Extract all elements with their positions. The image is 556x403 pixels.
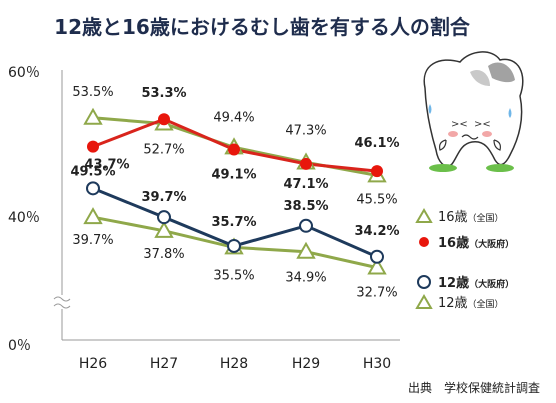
y-tick-label: 40％ [8,210,40,226]
data-point [228,143,240,156]
data-point [154,220,174,238]
chart-title: 12歳と16歳におけるむし歯を有する人の割合 [54,15,471,39]
legend: 16歳（全国） 16歳（大阪府） 12歳（大阪府） 12歳（全国） [415,208,514,311]
svg-text:16歳（大阪府）: 16歳（大阪府） [438,235,514,251]
svg-text:12歳（全国）: 12歳（全国） [438,296,504,311]
data-point [83,207,103,225]
data-label: 38.5% [283,199,328,214]
data-label: 39.7% [72,233,113,248]
svg-text:16歳（全国）: 16歳（全国） [438,210,504,225]
axis-break-icon [53,295,71,309]
data-point [227,238,241,253]
data-label: 49.5% [70,165,115,180]
x-tick-label: H28 [220,356,248,372]
legend-item: 12歳（大阪府） [417,275,514,291]
data-label: 46.1% [354,136,399,151]
data-label: 47.1% [283,177,328,192]
data-point [158,113,170,126]
data-label: 39.7% [141,190,186,205]
data-label: 32.7% [356,286,397,301]
data-point [367,257,387,275]
triangle-marker-icon [415,294,433,309]
data-label: 53.5% [72,85,113,100]
tooth-mascot-icon: >< >< [423,51,524,172]
x-tick-label: H26 [79,356,107,372]
data-label: 35.5% [213,268,254,283]
svg-text:><: >< [474,119,491,130]
data-label: 37.8% [143,247,184,262]
svg-text:12歳（大阪府）: 12歳（大阪府） [438,275,514,291]
data-label: 52.7% [143,143,184,158]
data-point [157,210,171,225]
data-label: 43.7% [84,157,129,172]
data-labels: 53.5% 52.7% 49.4% 47.3% 45.5% 49.5% 53.3% 49.1%… [70,85,399,301]
y-tick-label: 60％ [8,65,40,81]
data-point [87,140,99,153]
data-point [370,249,384,264]
x-tick-labels: H26 H27 H28 H29 H30 [79,356,391,372]
data-point [299,218,313,233]
data-point [83,107,103,125]
data-label: 45.5% [356,192,397,207]
source-note: 出典 学校保健統計調査 [408,380,540,395]
y-tick-label: 0％ [8,338,31,354]
data-point [371,165,383,178]
data-label: 47.3% [285,123,326,138]
data-label: 49.1% [211,167,256,182]
x-tick-label: H30 [363,356,391,372]
data-label: 34.2% [354,224,399,239]
data-label: 49.4% [213,110,254,125]
data-point [86,181,100,196]
legend-item: 16歳（大阪府） [419,235,514,251]
triangle-marker-icon [415,208,433,223]
svg-text:><: >< [451,119,468,130]
x-tick-label: H29 [292,356,320,372]
legend-item: 12歳（全国） [415,294,504,311]
series-markers [83,107,387,275]
data-label: 53.3% [141,86,186,101]
dot-marker-icon [419,237,429,247]
data-point [296,241,316,259]
legend-item: 16歳（全国） [415,208,504,225]
data-label: 35.7% [211,215,256,230]
data-point [300,157,312,170]
x-tick-label: H27 [150,356,178,372]
data-label: 34.9% [285,271,326,286]
circle-marker-icon [417,275,431,289]
